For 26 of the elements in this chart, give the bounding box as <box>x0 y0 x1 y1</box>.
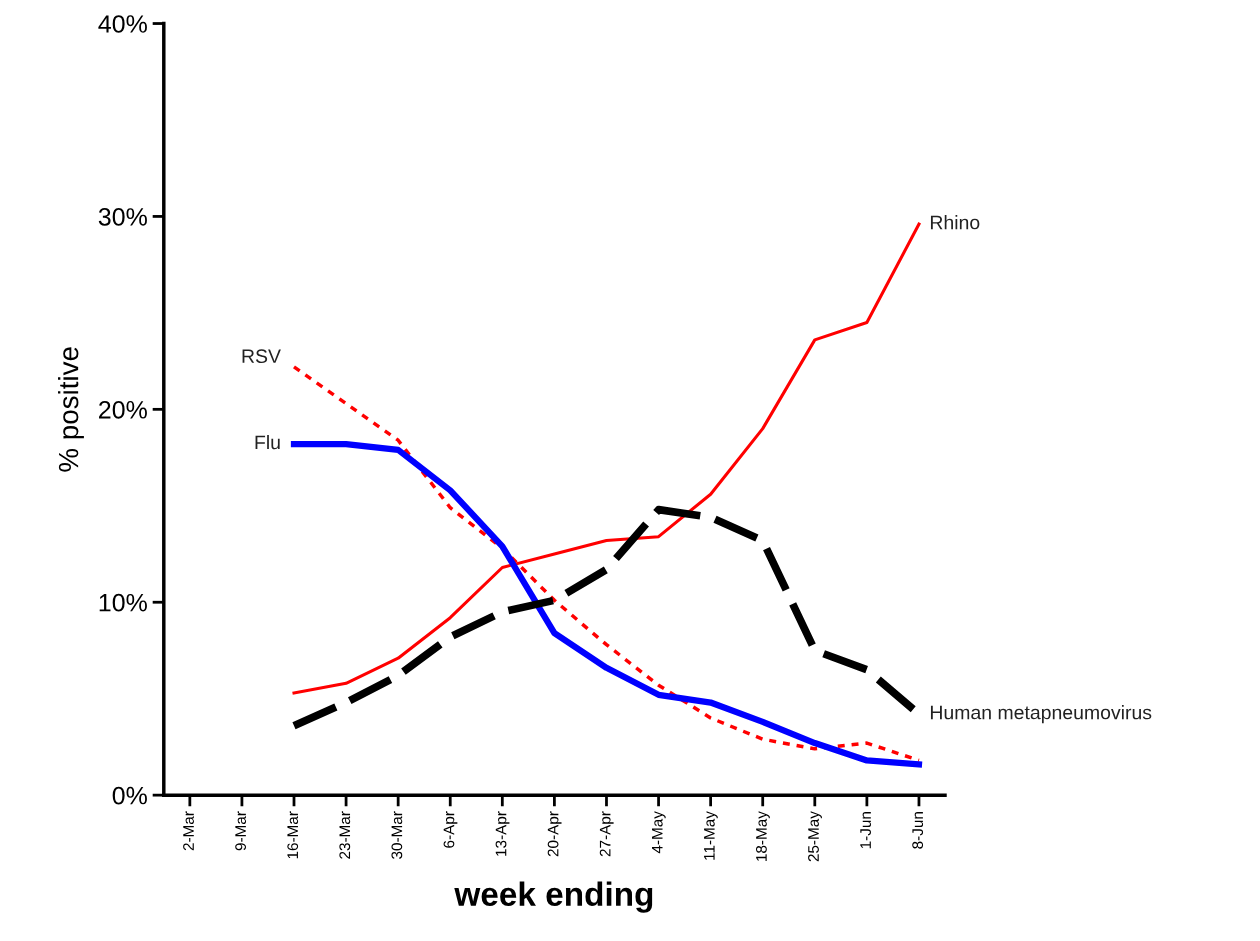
y-tick-label: 20% <box>99 400 147 419</box>
y-tick-label: 10% <box>99 593 147 612</box>
y-tick-label: 0% <box>112 786 147 805</box>
y-axis-title: % positive <box>58 347 84 472</box>
x-tick-label: 30-Mar <box>391 811 403 859</box>
x-tick-label: 2-Mar <box>183 811 194 851</box>
y-tick-label: 40% <box>98 15 147 33</box>
x-axis-title: week ending <box>454 881 653 913</box>
y-tick-label: 30% <box>98 208 147 226</box>
x-tick-label: 1-Jun <box>860 812 871 849</box>
x-tick-label: 23-Mar <box>339 811 351 859</box>
x-tick-label: 20-Apr <box>547 811 562 857</box>
series-label: RSV <box>242 349 281 364</box>
x-tick-label: 18-May <box>756 811 770 861</box>
x-tick-label: 4-May <box>652 811 666 854</box>
x-tick-label: 11-May <box>704 811 718 860</box>
x-tick-label: 13-Apr <box>495 811 510 856</box>
x-tick-label: 9-Mar <box>235 811 247 851</box>
x-tick-label: 25-May <box>808 811 822 862</box>
series-label: Human metapneumovirus <box>930 705 1152 724</box>
series-label: Rhino <box>930 215 980 230</box>
x-tick-label: 6-Apr <box>443 811 458 848</box>
x-tick-label: 8-Jun <box>912 812 924 849</box>
x-tick-label: 27-Apr <box>599 811 614 857</box>
x-tick-label: 16-Mar <box>287 811 299 859</box>
series-label: Flu <box>255 434 280 450</box>
